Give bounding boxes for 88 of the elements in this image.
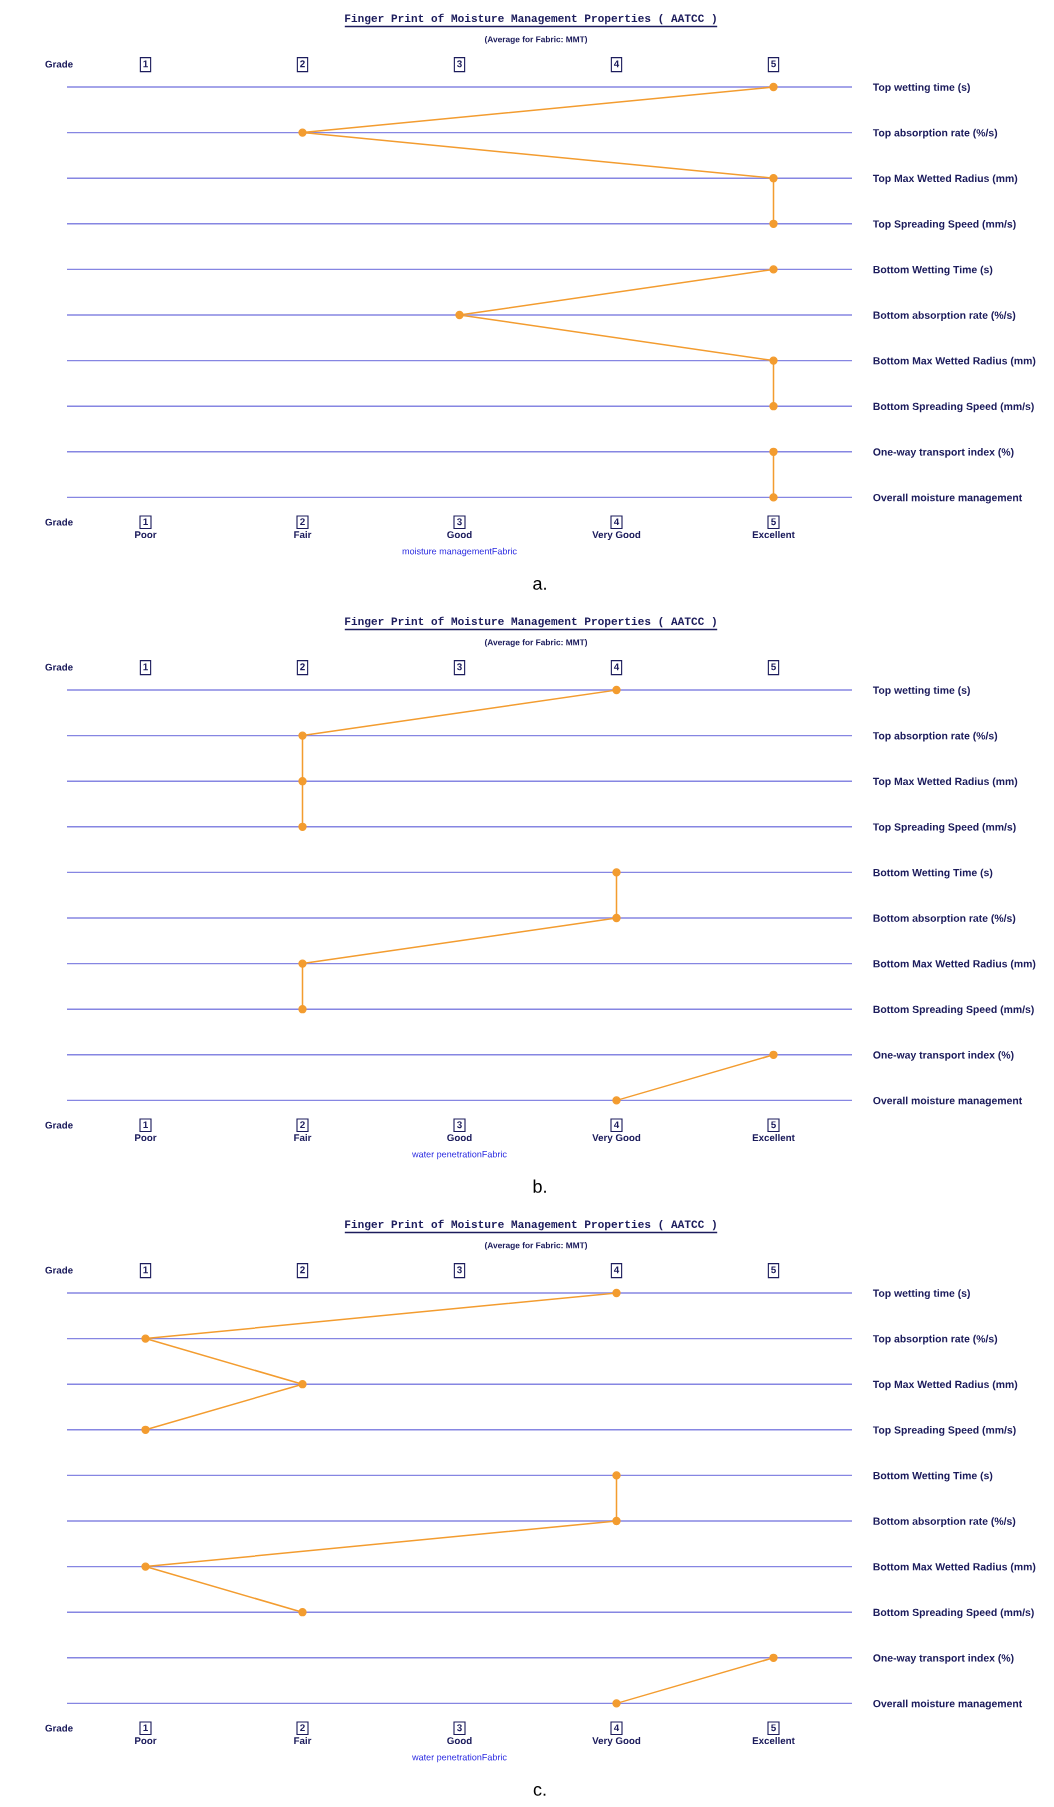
point [141, 1425, 150, 1434]
x2-tick-label: 3 [457, 60, 462, 68]
text: c. [533, 1785, 546, 1796]
y-tick-label: Bottom Max Wetted Radius (mm) [873, 356, 1036, 367]
y-tick-label: Top wetting time (s) [872, 686, 970, 696]
x2-tick-label: 2 [300, 663, 305, 671]
chart-subtitle: (Average for Fabric: MMT) [484, 1242, 588, 1250]
chart-title: Finger Print of Moisture Management Properties ( AATCC ) [345, 13, 716, 25]
text: water penetrationFabric [412, 1150, 507, 1160]
y-tick-label: Bottom absorption rate (%/s) [873, 311, 1016, 321]
x-tick-label: 2 Fair [294, 1121, 312, 1142]
y-tick-label: Bottom Spreading Speed (mm/s) [873, 1005, 1034, 1016]
x2-tick-label: 4 [613, 663, 620, 671]
x-tick-label: 2 Fair [294, 518, 312, 539]
x-axis-title: Grade [45, 1121, 73, 1129]
y-tick-label: Top wetting time (s) [872, 83, 970, 93]
y-tick-label: Overall moisture management [873, 1699, 1023, 1710]
y-tick-label: Top Max Wetted Radius (mm) [872, 777, 1018, 788]
y-tick-label: One-way transport index (%) [873, 1051, 1014, 1061]
y-tick-label: One-way transport index (%) [873, 1654, 1014, 1664]
chart-subtitle: (Average for Fabric: MMT) [484, 36, 588, 44]
y-tick-label: Top absorption rate (%/s) [872, 1334, 998, 1345]
x-tick-label: 4 Very Good [592, 1724, 641, 1747]
point [141, 1562, 150, 1571]
y-tick-label: Bottom Max Wetted Radius (mm) [873, 959, 1036, 970]
text: moisture managementFabric [402, 547, 517, 557]
x-axis-title: Grade [45, 518, 73, 526]
point [612, 1471, 621, 1480]
y-tick-label: Overall moisture management [873, 493, 1023, 504]
x2-tick-label: 2 [300, 60, 305, 68]
x2-tick-label: 5 [771, 60, 776, 68]
y-tick-label: Top Max Wetted Radius (mm) [872, 174, 1018, 185]
x2-tick-label: 1 [143, 663, 148, 671]
y-tick-label: Bottom Max Wetted Radius (mm) [873, 1562, 1036, 1573]
point [612, 1699, 621, 1708]
y-tick-label: Top wetting time (s) [872, 1289, 970, 1299]
y-tick-label: Top absorption rate (%/s) [872, 731, 998, 742]
y-tick-label: Bottom Spreading Speed (mm/s) [873, 402, 1034, 413]
x-tick-label: 1 Poor [135, 518, 157, 539]
x2-tick-label: 1 [143, 60, 148, 68]
y-tick-label: Top Spreading Speed (mm/s) [872, 220, 1016, 230]
x2-axis-title: Grade [45, 663, 73, 671]
text: water penetrationFabric [412, 1753, 507, 1763]
y-tick-label: Bottom absorption rate (%/s) [873, 1517, 1016, 1527]
text: a. [533, 579, 546, 590]
x-tick-label: 3 Good [447, 518, 472, 539]
point [769, 1653, 778, 1662]
y-tick-label: Bottom Wetting Time (s) [873, 265, 993, 276]
y-tick-label: Top Spreading Speed (mm/s) [872, 823, 1016, 833]
x2-tick-label: 5 [771, 1266, 776, 1274]
point [612, 1288, 621, 1298]
x2-axis-title: Grade [45, 60, 73, 68]
x-axis-title: Grade [45, 1724, 73, 1732]
x2-tick-label: 4 [613, 60, 620, 68]
x2-axis-title: Grade [45, 1266, 73, 1274]
x-tick-label: 4 Very Good [592, 1121, 641, 1144]
text: b. [533, 1179, 546, 1193]
x2-tick-label: 2 [300, 1266, 305, 1274]
x2-tick-label: 3 [457, 663, 462, 671]
x2-tick-label: 3 [457, 1266, 462, 1274]
point [298, 1380, 307, 1389]
y-tick-label: Bottom Wetting Time (s) [873, 868, 993, 879]
y-tick-label: Top Max Wetted Radius (mm) [872, 1380, 1018, 1391]
x2-tick-label: 5 [771, 663, 776, 671]
x-tick-label: 5 Excellent [752, 1121, 795, 1142]
x-tick-label: 1 Poor [135, 1724, 157, 1745]
y-tick-label: Bottom absorption rate (%/s) [873, 914, 1016, 924]
x2-tick-label: 1 [143, 1266, 148, 1274]
x-tick-label: 1 Poor [135, 1121, 157, 1142]
y-tick-label: Overall moisture management [873, 1096, 1023, 1107]
chart-title: Finger Print of Moisture Management Properties ( AATCC ) [345, 616, 716, 628]
point [298, 1608, 307, 1617]
x-tick-label: 3 Good [447, 1724, 472, 1745]
x-tick-label: 3 Good [447, 1121, 472, 1142]
y-tick-label: Top absorption rate (%/s) [872, 128, 998, 139]
point [141, 1334, 150, 1343]
y-tick-label: Top Spreading Speed (mm/s) [872, 1426, 1016, 1436]
x-tick-label: 5 Excellent [752, 518, 795, 539]
point [612, 1516, 621, 1526]
y-tick-label: One-way transport index (%) [873, 448, 1014, 458]
x2-tick-label: 4 [613, 1266, 620, 1274]
chart-title: Finger Print of Moisture Management Properties ( AATCC ) [345, 1219, 716, 1231]
x-tick-label: 4 Very Good [592, 518, 641, 541]
chart-subtitle: (Average for Fabric: MMT) [484, 639, 588, 647]
x-tick-label: 2 Fair [294, 1724, 312, 1745]
y-tick-label: Bottom Wetting Time (s) [873, 1471, 993, 1482]
y-tick-label: Bottom Spreading Speed (mm/s) [873, 1608, 1034, 1619]
x-tick-label: 5 Excellent [752, 1724, 795, 1745]
